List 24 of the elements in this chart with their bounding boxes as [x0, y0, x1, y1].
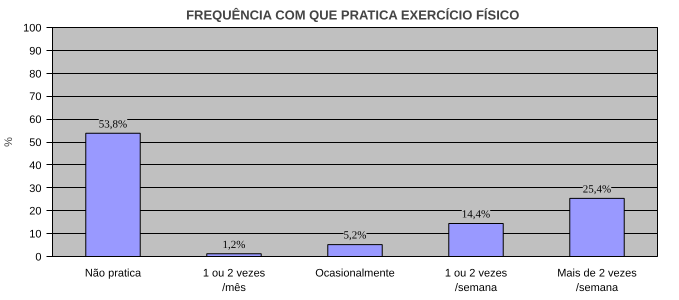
- x-tick-label: 1 ou 2 vezes /semana: [444, 268, 508, 294]
- x-tick-label: 1 ou 2 vezes /mês: [202, 268, 266, 294]
- y-tick-label: 90: [29, 45, 42, 58]
- y-tick-label: 0: [35, 252, 42, 264]
- x-tick-label: Ocasionalmente: [315, 268, 395, 280]
- y-tick-label: 50: [29, 137, 42, 149]
- data-label: 14,4%: [462, 208, 490, 221]
- y-tick-label: 100: [23, 22, 42, 34]
- y-tick-label: 20: [29, 206, 42, 218]
- x-tick-label: Não pratica: [84, 268, 142, 280]
- y-tick-label: 70: [29, 91, 42, 104]
- data-label: 1,2%: [222, 238, 246, 251]
- data-label: 5,2%: [344, 230, 366, 242]
- chart-title: FREQUÊNCIA COM QUE PRATICA EXERCÍCIO FÍSICO: [186, 8, 520, 22]
- bar: [327, 244, 383, 256]
- x-tick-label: Mais de 2 vezes /semana: [557, 268, 638, 294]
- y-tick-label: 80: [29, 68, 42, 80]
- y-axis-title: %: [3, 136, 16, 147]
- data-label: 25,4%: [582, 183, 612, 196]
- y-tick-label: 30: [29, 182, 42, 195]
- y-tick-label: 60: [29, 114, 42, 126]
- y-tick-label: 40: [29, 160, 42, 172]
- y-tick-label: 10: [29, 228, 42, 241]
- data-label: 53,8%: [98, 118, 128, 130]
